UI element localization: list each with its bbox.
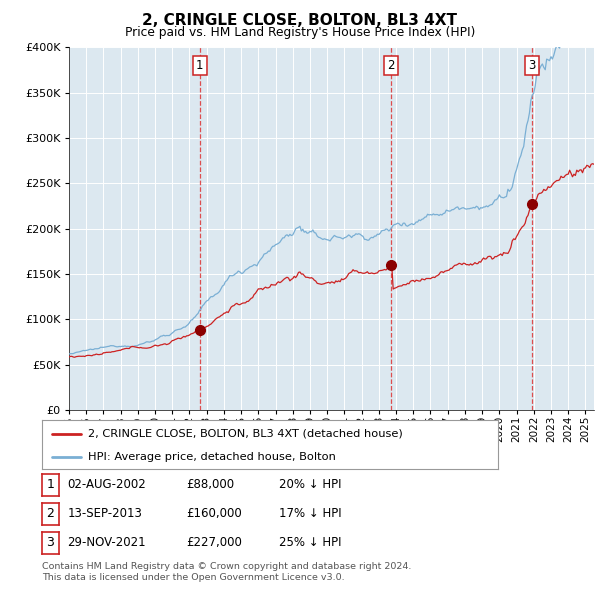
Text: HPI: Average price, detached house, Bolton: HPI: Average price, detached house, Bolt… (88, 452, 335, 462)
Text: Price paid vs. HM Land Registry's House Price Index (HPI): Price paid vs. HM Land Registry's House … (125, 26, 475, 39)
Text: 1: 1 (196, 59, 203, 72)
Text: 2: 2 (388, 59, 395, 72)
Text: £160,000: £160,000 (186, 507, 242, 520)
Text: £227,000: £227,000 (186, 536, 242, 549)
Text: 2: 2 (46, 507, 55, 520)
Text: 25% ↓ HPI: 25% ↓ HPI (279, 536, 341, 549)
Text: Contains HM Land Registry data © Crown copyright and database right 2024.: Contains HM Land Registry data © Crown c… (42, 562, 412, 571)
Text: 3: 3 (529, 59, 536, 72)
Text: 02-AUG-2002: 02-AUG-2002 (67, 478, 146, 491)
Text: 1: 1 (46, 478, 55, 491)
Text: 13-SEP-2013: 13-SEP-2013 (67, 507, 142, 520)
Text: 17% ↓ HPI: 17% ↓ HPI (279, 507, 341, 520)
Text: 29-NOV-2021: 29-NOV-2021 (67, 536, 146, 549)
Text: 2, CRINGLE CLOSE, BOLTON, BL3 4XT (detached house): 2, CRINGLE CLOSE, BOLTON, BL3 4XT (detac… (88, 429, 403, 439)
Text: 3: 3 (46, 536, 55, 549)
Text: This data is licensed under the Open Government Licence v3.0.: This data is licensed under the Open Gov… (42, 573, 344, 582)
Text: 2, CRINGLE CLOSE, BOLTON, BL3 4XT: 2, CRINGLE CLOSE, BOLTON, BL3 4XT (143, 13, 458, 28)
Text: 20% ↓ HPI: 20% ↓ HPI (279, 478, 341, 491)
Text: £88,000: £88,000 (186, 478, 234, 491)
